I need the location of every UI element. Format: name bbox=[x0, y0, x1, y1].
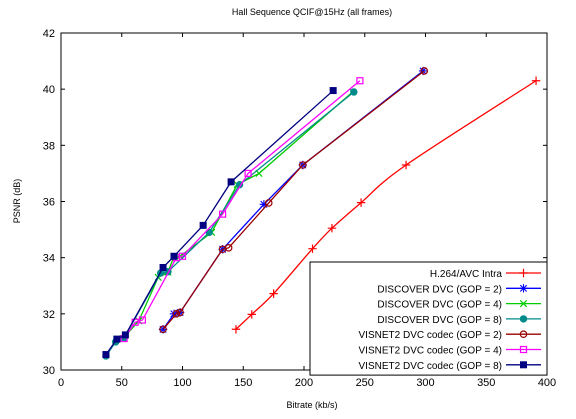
data-point bbox=[531, 76, 541, 85]
data-point bbox=[329, 87, 337, 95]
legend-item: DISCOVER DVC (GOP = 8) bbox=[377, 315, 541, 326]
data-point bbox=[224, 244, 233, 252]
x-tick-label: 350 bbox=[477, 377, 495, 389]
data-point bbox=[138, 316, 147, 324]
legend-marker bbox=[519, 299, 528, 308]
series-5 bbox=[159, 67, 429, 334]
series-1 bbox=[231, 76, 541, 334]
legend-item: DISCOVER DVC (GOP = 4) bbox=[377, 300, 541, 311]
legend-label: DISCOVER DVC (GOP = 2) bbox=[377, 284, 502, 295]
legend-marker bbox=[520, 361, 527, 369]
x-tick-label: 50 bbox=[116, 377, 128, 389]
data-point bbox=[244, 169, 252, 178]
y-tick-label: 34 bbox=[43, 253, 55, 265]
y-tick-label: 32 bbox=[43, 309, 55, 321]
y-tick-label: 36 bbox=[43, 197, 55, 209]
x-tick-label: 100 bbox=[173, 377, 191, 389]
x-tick-label: 400 bbox=[538, 377, 556, 389]
data-point bbox=[269, 289, 278, 298]
data-point bbox=[327, 223, 337, 233]
x-tick-label: 150 bbox=[234, 377, 252, 389]
data-point bbox=[298, 161, 307, 169]
data-point bbox=[350, 88, 358, 96]
data-point bbox=[121, 331, 129, 339]
data-point bbox=[172, 310, 181, 318]
plot-area: 0 50 100 150 200 250 300 350 400 30 32 34 36 38 40 42 H.… bbox=[43, 28, 556, 389]
x-tick-label: 250 bbox=[356, 377, 374, 389]
data-point bbox=[159, 325, 167, 334]
legend-label: DISCOVER DVC (GOP = 4) bbox=[377, 300, 502, 311]
data-point bbox=[227, 178, 235, 186]
data-point bbox=[169, 309, 179, 319]
data-point bbox=[356, 77, 364, 85]
y-tick-label: 30 bbox=[43, 365, 55, 377]
data-point bbox=[102, 351, 110, 359]
y-tick-label: 42 bbox=[43, 28, 55, 40]
chart-title: Hall Sequence QCIF@15Hz (all frames) bbox=[232, 7, 392, 17]
data-point bbox=[218, 210, 227, 218]
data-point bbox=[199, 221, 207, 229]
series-7 bbox=[102, 87, 337, 359]
data-point bbox=[176, 308, 184, 317]
x-tick-label: 200 bbox=[295, 377, 313, 389]
legend-item: H.264/AVC Intra bbox=[430, 268, 541, 280]
data-point bbox=[356, 198, 366, 207]
data-point bbox=[308, 244, 317, 253]
data-point bbox=[113, 335, 121, 343]
legend-label: VISNET2 DVC codec (GOP = 2) bbox=[359, 330, 502, 341]
legend-item: DISCOVER DVC (GOP = 2) bbox=[377, 284, 541, 295]
y-axis-title: PSNR (dB) bbox=[12, 179, 22, 224]
legend-label: DISCOVER DVC (GOP = 8) bbox=[377, 315, 502, 326]
legend-item: VISNET2 DVC codec (GOP = 8) bbox=[359, 361, 541, 372]
legend-marker bbox=[519, 345, 528, 354]
data-point bbox=[178, 252, 187, 260]
legend-item: VISNET2 DVC codec (GOP = 2) bbox=[359, 330, 541, 341]
legend-label: VISNET2 DVC codec (GOP = 8) bbox=[359, 361, 502, 372]
x-axis-title: Bitrate (kb/s) bbox=[286, 400, 337, 410]
x-tick-label: 0 bbox=[58, 377, 64, 389]
data-point bbox=[159, 263, 167, 271]
legend-marker bbox=[519, 268, 528, 278]
data-point bbox=[231, 325, 241, 334]
y-tick-label: 38 bbox=[43, 140, 55, 152]
data-point bbox=[259, 200, 269, 209]
legend-marker bbox=[519, 330, 528, 339]
series-line bbox=[235, 80, 537, 330]
data-point bbox=[418, 66, 428, 76]
data-point bbox=[264, 199, 273, 207]
data-point bbox=[401, 160, 411, 170]
legend-marker bbox=[519, 284, 528, 293]
y-tick-label: 40 bbox=[43, 84, 55, 96]
legend: H.264/AVC Intra DISCOVER DVC (GOP = 2) DIS… bbox=[309, 261, 548, 376]
legend-item: VISNET2 DVC codec (GOP = 4) bbox=[359, 346, 541, 357]
legend-label: H.264/AVC Intra bbox=[430, 269, 503, 280]
legend-label: VISNET2 DVC codec (GOP = 4) bbox=[359, 346, 502, 357]
x-tick-label: 300 bbox=[416, 377, 434, 389]
series-line bbox=[105, 90, 334, 355]
legend-marker bbox=[519, 315, 528, 323]
data-point bbox=[420, 67, 429, 75]
data-point bbox=[247, 310, 256, 319]
data-point bbox=[170, 252, 178, 260]
